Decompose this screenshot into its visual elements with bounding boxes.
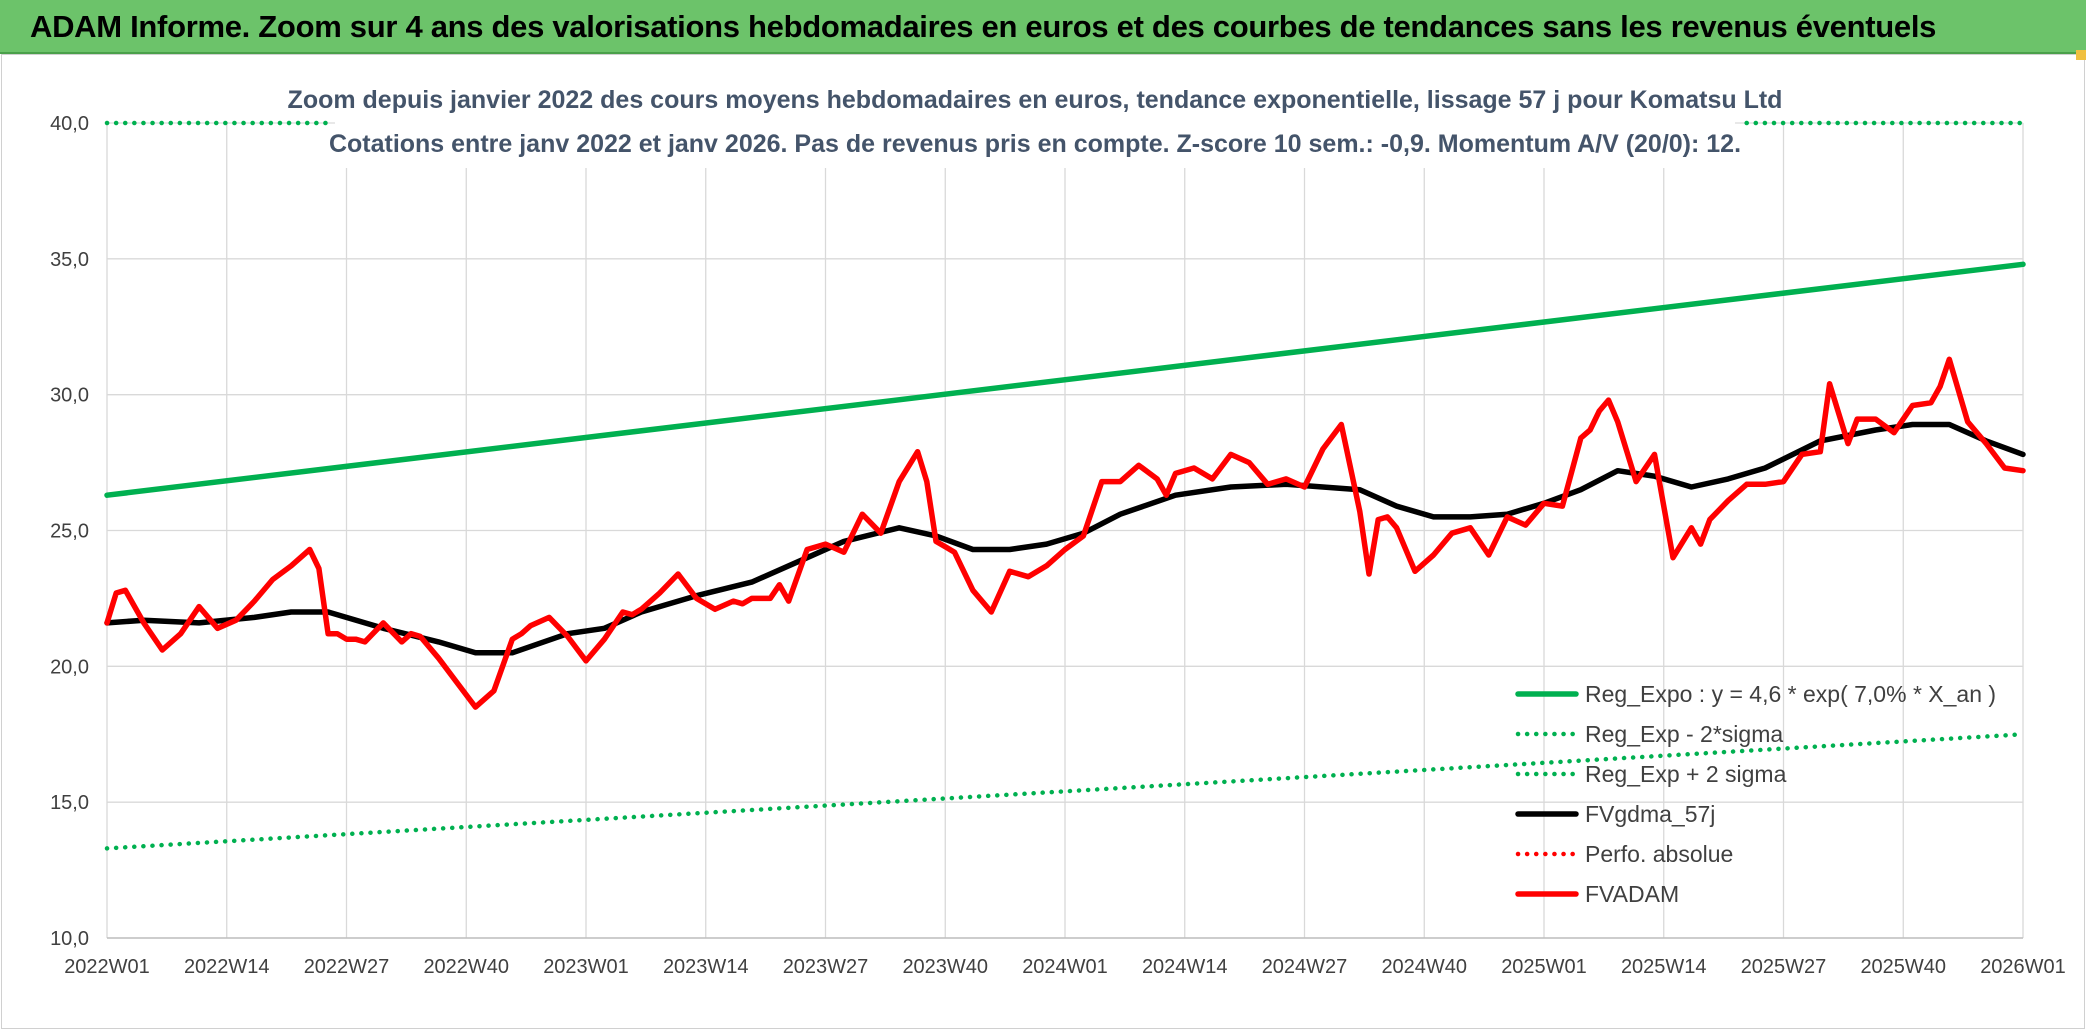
series-line-1 <box>104 732 2026 851</box>
x-tick-label: 2024W01 <box>1022 956 1108 978</box>
chart-title-line1: Zoom depuis janvier 2022 des cours moyen… <box>288 86 1783 114</box>
series-line-0 <box>104 261 2026 498</box>
chart-grid <box>106 122 2024 939</box>
x-tick-label: 2025W27 <box>1741 956 1827 978</box>
x-tick-label: 2022W14 <box>184 956 270 978</box>
legend-label: Reg_Exp - 2*sigma <box>1585 721 1783 747</box>
y-tick-label: 40,0 <box>50 113 89 135</box>
x-tick-label: 2023W40 <box>902 956 988 978</box>
y-tick-label: 35,0 <box>50 249 89 271</box>
report-banner: ADAM Informe. Zoom sur 4 ans des valoris… <box>0 0 2086 54</box>
legend-label: Reg_Expo : y = 4,6 * exp( 7,0% * X_an ) <box>1585 681 1996 707</box>
series-line-3 <box>104 421 2026 656</box>
x-tick-label: 2023W27 <box>783 956 869 978</box>
chart-legend: Reg_Expo : y = 4,6 * exp( 7,0% * X_an ) R… <box>1515 681 1996 907</box>
x-tick-label: 2024W40 <box>1381 956 1467 978</box>
legend-label: FVgdma_57j <box>1585 801 1715 827</box>
y-tick-label: 30,0 <box>50 385 89 407</box>
chart-title-background <box>335 80 1735 168</box>
x-tick-label: 2024W27 <box>1262 956 1348 978</box>
chart-ticks: 10,0 15,0 20,0 25,0 30,0 35,0 40,0 2022W01 2022W… <box>50 113 2066 978</box>
series-line-5 <box>104 356 2026 710</box>
chart-title-line2: Cotations entre janv 2022 et janv 2026. … <box>329 130 1741 158</box>
legend-label: Perfo. absolue <box>1585 841 1733 867</box>
legend-label: Reg_Exp + 2 sigma <box>1585 761 1787 787</box>
chart-series <box>104 120 2026 851</box>
y-tick-label: 10,0 <box>50 928 89 950</box>
corner-marker <box>2076 50 2086 60</box>
y-tick-label: 25,0 <box>50 521 89 543</box>
x-tick-label: 2022W01 <box>64 956 150 978</box>
x-tick-label: 2025W14 <box>1621 956 1707 978</box>
report-title: ADAM Informe. Zoom sur 4 ans des valoris… <box>30 9 1937 44</box>
x-tick-label: 2026W01 <box>1980 956 2066 978</box>
x-tick-label: 2022W40 <box>423 956 509 978</box>
x-tick-label: 2023W14 <box>663 956 749 978</box>
x-tick-label: 2025W01 <box>1501 956 1587 978</box>
x-tick-label: 2025W40 <box>1860 956 1946 978</box>
x-tick-label: 2024W14 <box>1142 956 1228 978</box>
y-tick-label: 20,0 <box>50 656 89 678</box>
x-tick-label: 2022W27 <box>304 956 390 978</box>
y-tick-label: 15,0 <box>50 792 89 814</box>
legend-label: FVADAM <box>1585 881 1679 907</box>
x-tick-label: 2023W01 <box>543 956 629 978</box>
chart-frame <box>1 54 2085 1029</box>
